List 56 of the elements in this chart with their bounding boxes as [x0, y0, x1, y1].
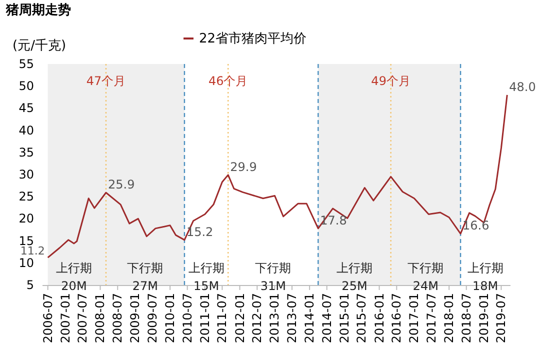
- x-tick-label: 2008-07: [110, 293, 125, 344]
- x-tick-label: 2012-01: [232, 293, 247, 344]
- x-tick-label: 2007-01: [58, 293, 72, 344]
- x-tick-label: 2007-07: [76, 293, 90, 344]
- ref-line-label: 49个月: [371, 74, 410, 88]
- data-label: 29.9: [230, 160, 257, 174]
- x-tick-label: 2011-01: [198, 293, 212, 344]
- annotation: 下行期 24M: [408, 261, 444, 293]
- data-label: 25.9: [108, 178, 135, 192]
- x-tick-label: 2019-07: [494, 293, 508, 344]
- y-tick-label: 55: [18, 57, 34, 71]
- line-series: [47, 94, 508, 258]
- y-tick-label: 10: [18, 256, 34, 270]
- y-axis-title: (元/千克): [12, 38, 66, 54]
- annotation: 下行期 27M: [127, 261, 164, 293]
- data-label: 16.6: [462, 218, 490, 233]
- x-tick-label: 2018-07: [459, 293, 474, 344]
- x-tick-label: 2017-07: [424, 293, 439, 344]
- x-tick-label: 2013-07: [284, 293, 299, 344]
- x-tick-label: 2011-07: [215, 293, 230, 344]
- annotation: 上行期 18M: [467, 261, 504, 293]
- annotation: 上行期 20M: [56, 261, 92, 293]
- y-tick-label: 50: [18, 79, 34, 94]
- x-tick-label: 2009-01: [128, 293, 142, 344]
- chart-title: 猪周期走势: [5, 2, 71, 18]
- x-tick-label: 2014-01: [302, 293, 317, 344]
- y-tick-label: 45: [18, 101, 34, 116]
- x-tick-label: 2016-07: [390, 293, 404, 344]
- annotation: 上行期 15M: [188, 261, 224, 293]
- x-tick-label: 2014-07: [320, 293, 334, 344]
- x-tick-label: 2015-07: [354, 293, 369, 344]
- y-tick-label: 20: [18, 212, 34, 226]
- legend-label: 22省市猪肉平均价: [199, 32, 307, 46]
- x-tick-label: 2012-07: [250, 293, 264, 344]
- data-label: 15.2: [186, 224, 214, 239]
- annotation: 上行期 25M: [336, 261, 372, 293]
- x-tick-label: 2009-07: [145, 293, 160, 344]
- x-tick-label: 2015-01: [337, 293, 352, 344]
- x-tick-label: 2010-01: [163, 293, 178, 344]
- data-label: 48.0: [509, 80, 536, 94]
- x-tick-label: 2017-01: [407, 293, 422, 344]
- x-tick-label: 2019-01: [476, 293, 491, 344]
- y-tick-label: 40: [18, 123, 34, 138]
- y-tick-label: 30: [18, 168, 34, 182]
- y-tick-label: 35: [18, 145, 34, 160]
- ref-line-label: 47个月: [86, 74, 126, 88]
- y-tick-label: 25: [18, 190, 34, 204]
- y-tick-label: 5: [26, 278, 34, 292]
- x-tick-label: 2016-01: [372, 293, 386, 344]
- annotation: 下行期 31M: [255, 261, 292, 293]
- x-tick-label: 2006-07: [40, 293, 55, 344]
- x-tick-label: 2018-01: [442, 293, 456, 344]
- x-tick-label: 2010-07: [180, 293, 194, 344]
- ref-line-label: 46个月: [208, 74, 248, 88]
- x-tick-label: 2013-01: [268, 293, 282, 344]
- x-tick-label: 2008-01: [93, 293, 108, 344]
